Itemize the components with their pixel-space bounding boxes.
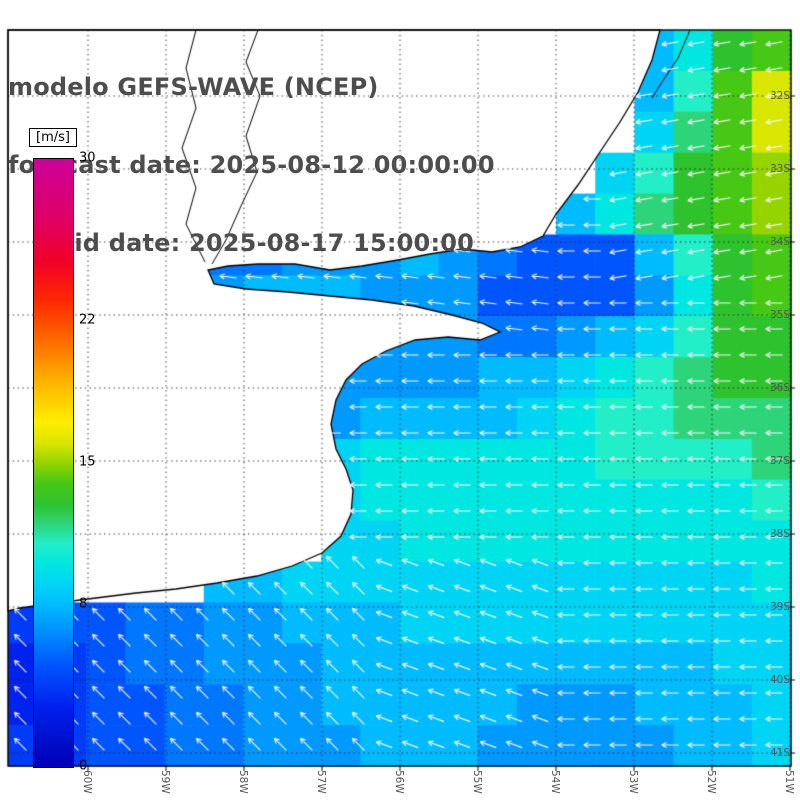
latitude-label: 36S — [769, 382, 790, 394]
longitude-label: 51W — [783, 770, 795, 794]
longitude-label: 54W — [549, 770, 561, 794]
longitude-label: 55W — [471, 770, 483, 794]
latitude-label: 34S — [769, 236, 790, 248]
latitude-label: 40S — [769, 674, 790, 686]
latitude-label: 39S — [769, 601, 790, 613]
longitude-label: 56W — [393, 770, 405, 794]
latitude-label: 35S — [769, 309, 790, 321]
colorbar-tick-label: 30 — [79, 150, 96, 166]
latitude-label: 32S — [769, 90, 790, 102]
colorbar-tick-label: 22 — [79, 312, 96, 328]
colorbar — [33, 158, 74, 768]
colorbar-tick-label: 15 — [79, 454, 96, 470]
longitude-label: 57W — [315, 770, 327, 794]
valid-date: valid date: 2025-08-17 15:00:00 — [8, 229, 475, 257]
latitude-label: 41S — [769, 747, 790, 759]
colorbar-tick-label: 8 — [79, 596, 88, 612]
model-title: modelo GEFS-WAVE (NCEP) — [8, 73, 379, 101]
colorbar-unit-label: [m/s] — [29, 128, 77, 147]
colorbar-tick-label: 0 — [79, 758, 88, 774]
latitude-label: 33S — [769, 163, 790, 175]
latitude-label: 38S — [769, 528, 790, 540]
longitude-label: 53W — [627, 770, 639, 794]
longitude-label: 59W — [159, 770, 171, 794]
longitude-label: 52W — [705, 770, 717, 794]
longitude-label: 60W — [81, 770, 93, 794]
longitude-label: 58W — [237, 770, 249, 794]
latitude-label: 37S — [769, 455, 790, 467]
